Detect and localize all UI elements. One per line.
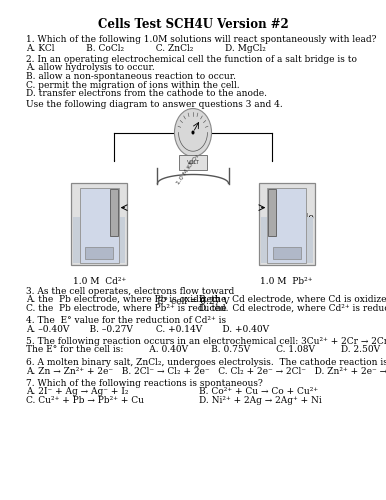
Text: cathode: cathode	[278, 212, 315, 222]
Bar	[267, 188, 306, 262]
Bar	[71, 182, 127, 265]
Text: C. the  Pb electrode, where Pb²⁺ is reduced.: C. the Pb electrode, where Pb²⁺ is reduc…	[26, 304, 229, 312]
Text: 1. Which of the following 1.0M solutions will react spontaneously with lead?: 1. Which of the following 1.0M solutions…	[26, 35, 377, 44]
Text: D. the  Cd electrode, where Cd²⁺ is reduced.: D. the Cd electrode, where Cd²⁺ is reduc…	[199, 304, 386, 312]
Text: 3. As the cell operates, electrons flow toward: 3. As the cell operates, electrons flow …	[26, 286, 235, 296]
Text: Cells Test SCH4U Version #2: Cells Test SCH4U Version #2	[98, 18, 288, 31]
Text: Use the following diagram to answer questions 3 and 4.: Use the following diagram to answer ques…	[26, 100, 283, 109]
Text: A. 2I⁻ + Ag → Ag⁻ + I₂: A. 2I⁻ + Ag → Ag⁻ + I₂	[26, 388, 129, 396]
Text: 6. A molten binary salt, ZnCl₂, undergoes electrolysis.  The cathode reaction is: 6. A molten binary salt, ZnCl₂, undergoe…	[26, 358, 386, 367]
Text: A. allow hydrolysis to occur.: A. allow hydrolysis to occur.	[26, 64, 155, 72]
Text: anode: anode	[85, 212, 113, 222]
Bar	[259, 182, 315, 265]
Bar	[178, 155, 208, 170]
Text: A. Zn → Zn²⁺ + 2e⁻   B. 2Cl⁻ → Cl₂ + 2e⁻   C. Cl₂ + 2e⁻ → 2Cl⁻   D. Zn²⁺ + 2e⁻ →: A. Zn → Zn²⁺ + 2e⁻ B. 2Cl⁻ → Cl₂ + 2e⁻ C…	[26, 366, 386, 376]
Text: A. KCl           B. CoCl₂           C. ZnCl₂           D. MgCl₂: A. KCl B. CoCl₂ C. ZnCl₂ D. MgCl₂	[26, 44, 266, 53]
Text: B. Co²⁺ + Cu → Co + Cu²⁺: B. Co²⁺ + Cu → Co + Cu²⁺	[199, 388, 318, 396]
Text: B. the  Cd electrode, where Cd is oxidized.: B. the Cd electrode, where Cd is oxidize…	[199, 295, 386, 304]
Circle shape	[174, 108, 212, 156]
Text: C. Cu²⁺ + Pb → Pb²⁺ + Cu: C. Cu²⁺ + Pb → Pb²⁺ + Cu	[26, 396, 144, 405]
Bar	[80, 188, 119, 262]
Text: 2. In an operating electrochemical cell the function of a salt bridge is to: 2. In an operating electrochemical cell …	[26, 55, 357, 64]
Text: 1.0 M  Cd²⁺: 1.0 M Cd²⁺	[73, 278, 126, 286]
Text: D. transfer electrons from the cathode to the anode.: D. transfer electrons from the cathode t…	[26, 89, 267, 98]
Text: 1.0 M  Pb²⁺: 1.0 M Pb²⁺	[260, 278, 313, 286]
Text: B. allow a non-spontaneous reaction to occur.: B. allow a non-spontaneous reaction to o…	[26, 72, 236, 81]
Bar	[73, 217, 125, 262]
Text: A. –0.40V       B. –0.27V        C. +0.14V       D. +0.40V: A. –0.40V B. –0.27V C. +0.14V D. +0.40V	[26, 324, 269, 334]
Bar	[110, 188, 118, 236]
Text: Cd: Cd	[89, 196, 102, 205]
Bar	[268, 188, 276, 236]
Text: A. the  Pb electrode, where Pb is oxidized.: A. the Pb electrode, where Pb is oxidize…	[26, 295, 221, 304]
Text: Pb: Pb	[280, 196, 292, 205]
Text: VOLT: VOLT	[186, 160, 200, 165]
Text: The E° for the cell is:         A. 0.40V        B. 0.75V         C. 1.08V       : The E° for the cell is: A. 0.40V B. 0.75…	[26, 346, 380, 354]
Bar	[273, 246, 301, 259]
Text: D. Ni²⁺ + 2Ag → 2Ag⁺ + Ni: D. Ni²⁺ + 2Ag → 2Ag⁺ + Ni	[199, 396, 322, 405]
Text: E° cell = 0.27 V: E° cell = 0.27 V	[157, 296, 229, 306]
Text: 5. The following reaction occurs in an electrochemical cell: 3Cu²⁺ + 2Cr → 2Cr³⁺: 5. The following reaction occurs in an e…	[26, 337, 386, 346]
Text: C. permit the migration of ions within the cell.: C. permit the migration of ions within t…	[26, 80, 240, 90]
Bar	[261, 217, 313, 262]
Circle shape	[191, 130, 195, 134]
Bar	[85, 246, 113, 259]
Text: 4. The  E° value for the reduction of Cd²⁺ is: 4. The E° value for the reduction of Cd²…	[26, 316, 226, 325]
Text: 1.0 M KNO₃: 1.0 M KNO₃	[176, 154, 200, 186]
Text: 7. Which of the following reactions is spontaneous?: 7. Which of the following reactions is s…	[26, 379, 263, 388]
